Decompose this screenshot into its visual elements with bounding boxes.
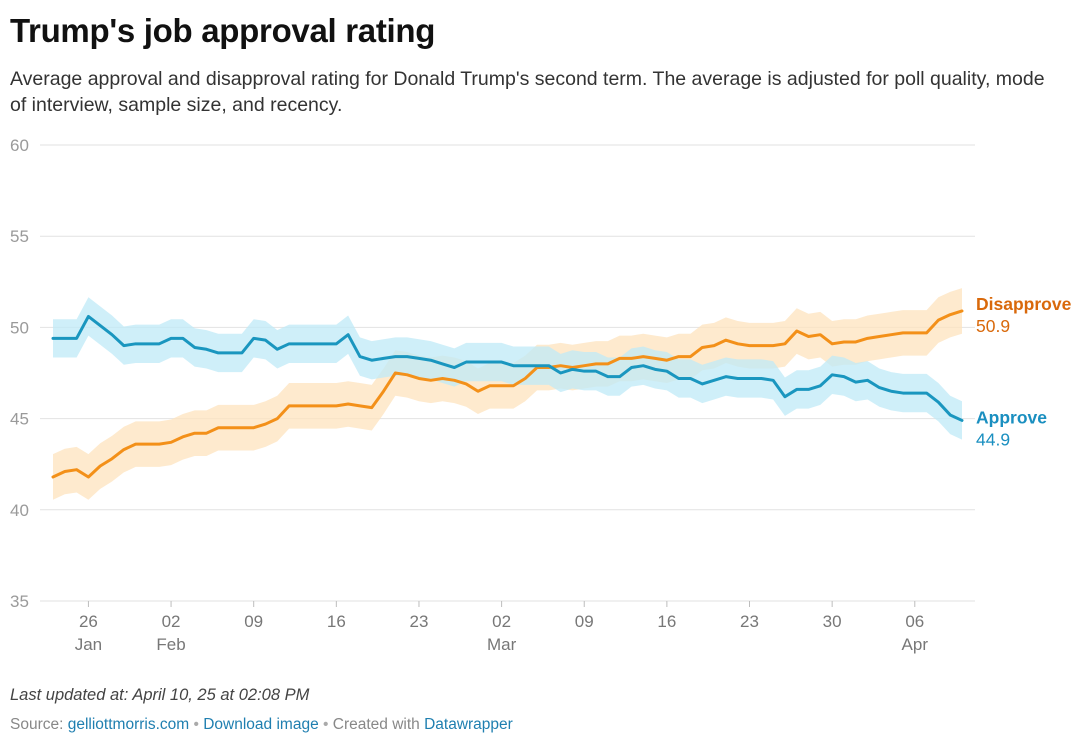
x-tick-month-label: Jan	[75, 635, 102, 654]
x-tick-month-label: Mar	[487, 635, 517, 654]
disapprove-line	[51, 309, 964, 479]
disapprove-end-value: 50.9	[976, 316, 1010, 336]
x-tick-label: 02	[162, 612, 181, 631]
x-tick-month-label: Feb	[156, 635, 185, 654]
datawrapper-link[interactable]: Datawrapper	[424, 716, 513, 733]
source-link[interactable]: gelliottmorris.com	[67, 716, 190, 733]
approval-line-chart: 35 40 45 50 55 60 26 Jan 02 Feb 09 16 23 02 Mar 09 16 23…	[10, 136, 1072, 654]
x-axis-ticks: 26 Jan 02 Feb 09 16 23 02 Mar 09 16 23 30 06 Apr	[75, 601, 929, 654]
x-tick-label: 23	[410, 612, 429, 631]
x-tick-label: 26	[79, 612, 98, 631]
source-line: Source: gelliottmorris.com • Download im…	[10, 716, 513, 734]
y-tick-label: 40	[10, 501, 29, 520]
x-tick-month-label: Apr	[902, 635, 929, 654]
separator: •	[189, 716, 204, 733]
x-tick-label: 16	[657, 612, 676, 631]
x-tick-label: 02	[492, 612, 511, 631]
x-tick-label: 09	[244, 612, 263, 631]
y-axis-ticks: 35 40 45 50 55 60	[10, 136, 29, 611]
chart-title: Trump's job approval rating	[10, 12, 436, 49]
disapprove-end-name: Disapprove	[976, 294, 1072, 314]
download-image-link[interactable]: Download image	[203, 716, 319, 733]
created-with-text: Created with	[332, 716, 425, 733]
series-lines	[51, 309, 964, 479]
y-tick-label: 45	[10, 410, 29, 429]
x-tick-label: 06	[905, 612, 924, 631]
y-tick-label: 35	[10, 592, 29, 611]
x-tick-label: 16	[327, 612, 346, 631]
approve-end-name: Approve	[976, 407, 1047, 427]
x-tick-label: 23	[740, 612, 759, 631]
y-tick-label: 55	[10, 227, 29, 246]
x-tick-label: 09	[575, 612, 594, 631]
approve-confidence-band	[53, 297, 962, 440]
separator: •	[318, 716, 333, 733]
source-prefix: Source:	[10, 716, 68, 733]
approve-end-value: 44.9	[976, 429, 1010, 449]
y-tick-label: 60	[10, 136, 29, 155]
approve-line	[51, 314, 964, 422]
last-updated: Last updated at: April 10, 25 at 02:08 P…	[10, 686, 310, 704]
x-tick-label: 30	[823, 612, 842, 631]
chart-subtitle: Average approval and disapproval rating …	[10, 68, 1045, 116]
disapprove-confidence-band	[53, 288, 962, 500]
confidence-bands	[53, 288, 962, 500]
y-tick-label: 50	[10, 318, 29, 337]
